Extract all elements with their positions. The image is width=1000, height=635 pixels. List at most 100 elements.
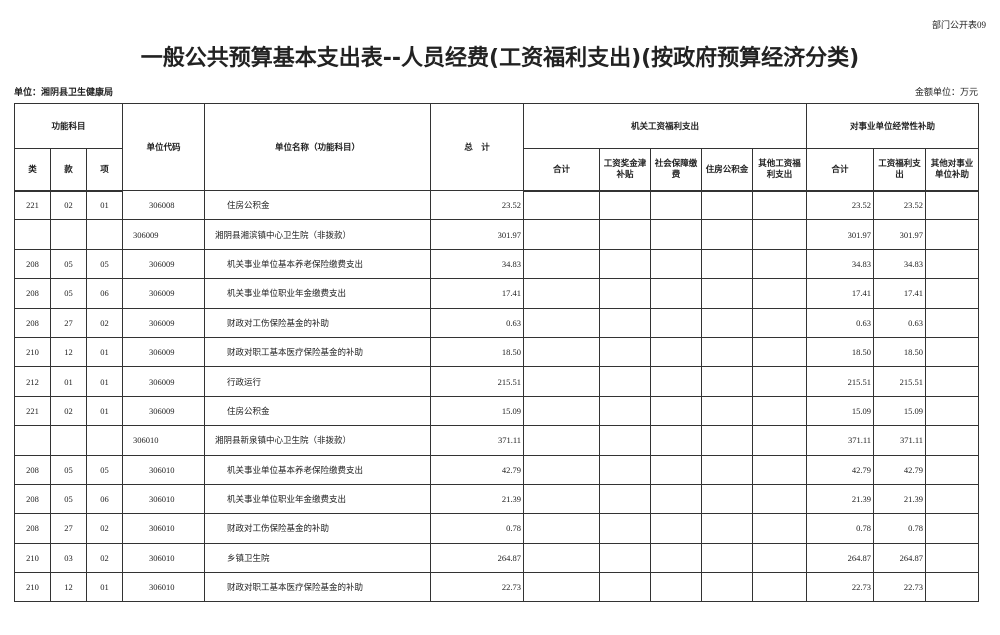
cell-xiang: 02: [86, 542, 123, 574]
table-row: 210 12 01 306009 财政对职工基本医疗保险基金的补助 18.50 18.50 1…: [14, 336, 980, 368]
cell-kuan: 02: [50, 189, 87, 221]
cell-inst-wage: 264.87: [873, 542, 927, 574]
table-row: 221 02 01 306009 住房公积金 15.09 15.09 15.09: [14, 395, 980, 427]
money-unit: 金额单位：万元: [914, 87, 978, 97]
cell-inst-other: [925, 307, 980, 338]
header-office-group: 机关工资福利支出: [522, 103, 808, 149]
cell-unit-code: 306010: [122, 572, 205, 603]
cell-office-housing: [701, 572, 753, 603]
table-row: 212 01 01 306009 行政运行 215.51 215.51 215.51: [14, 366, 980, 397]
cell-inst-total: 21.39: [806, 483, 875, 515]
cell-inst-total: 23.52: [806, 189, 875, 221]
cell-inst-other: [925, 278, 980, 309]
cell-kuan: 05: [50, 454, 87, 485]
cell-unit-name: 财政对职工基本医疗保险基金的补助: [204, 336, 431, 368]
cell-kuan: 27: [50, 307, 87, 338]
cell-unit-code: 306009: [122, 395, 205, 427]
table-row: 208 05 06 306010 机关事业单位职业年金缴费支出 21.39 21.39 21.…: [14, 483, 980, 515]
cell-office-wage: [599, 366, 651, 397]
cell-inst-other: [925, 542, 980, 574]
cell-inst-total: 15.09: [806, 395, 875, 427]
cell-xiang: 01: [86, 336, 123, 368]
table-row: 208 05 05 306010 机关事业单位基本养老保险缴费支出 42.79 42.79 4…: [14, 454, 980, 485]
cell-office-social: [650, 454, 702, 485]
cell-office-wage: [599, 219, 651, 250]
cell-xiang: 02: [86, 513, 123, 544]
header-office-social: 社会保障缴费: [650, 148, 702, 192]
cell-office-wage: [599, 278, 651, 309]
cell-office-wage: [599, 425, 651, 456]
cell-unit-name: 住房公积金: [204, 189, 431, 221]
cell-kuan: 12: [50, 572, 87, 603]
cell-office-total: [523, 307, 600, 338]
cell-office-other: [751, 336, 808, 368]
cell-inst-wage: 22.73: [873, 572, 927, 603]
cell-kuan: 05: [50, 483, 87, 515]
cell-office-other: [751, 542, 808, 574]
cell-unit-code: 306010: [122, 542, 205, 574]
cell-inst-other: [925, 454, 980, 485]
cell-office-housing: [701, 189, 753, 221]
cell-office-total: [523, 572, 600, 603]
cell-unit-name: 财政对工伤保险基金的补助: [204, 513, 431, 544]
header-office-total: 合计: [523, 148, 600, 192]
cell-kuan: 12: [50, 336, 87, 368]
cell-kuan: 03: [50, 542, 87, 574]
cell-unit-name: 乡镇卫生院: [204, 542, 431, 574]
unit-label: 单位：湘阴县卫生健康局: [14, 87, 114, 97]
cell-unit-name: 财政对职工基本医疗保险基金的补助: [204, 572, 431, 603]
cell-office-housing: [701, 542, 753, 574]
cell-total: 301.97: [430, 219, 524, 250]
cell-office-wage: [599, 513, 651, 544]
cell-inst-total: 301.97: [806, 219, 875, 250]
cell-unit-code: 306009: [122, 366, 205, 397]
cell-office-total: [523, 189, 600, 221]
cell-kuan: [50, 219, 87, 250]
cell-unit-code: 306009: [122, 307, 205, 338]
table-row: 208 27 02 306010 财政对工伤保险基金的补助 0.78 0.78 0.78: [14, 513, 980, 544]
cell-office-other: [751, 513, 808, 544]
cell-inst-other: [925, 425, 980, 456]
cell-xiang: 01: [86, 572, 123, 603]
page-title: 一般公共预算基本支出表--人员经费(工资福利支出)(按政府预算经济分类): [140, 46, 860, 71]
cell-unit-name: 机关事业单位基本养老保险缴费支出: [204, 248, 431, 280]
cell-inst-total: 22.73: [806, 572, 875, 603]
cell-xiang: 01: [86, 395, 123, 427]
cell-office-other: [751, 189, 808, 221]
cell-office-wage: [599, 307, 651, 338]
cell-unit-name: 机关事业单位基本养老保险缴费支出: [204, 454, 431, 485]
cell-office-social: [650, 395, 702, 427]
form-number: 部门公开表09: [931, 20, 986, 30]
cell-office-social: [650, 336, 702, 368]
cell-inst-wage: 34.83: [873, 248, 927, 280]
header-inst-total: 合计: [806, 148, 875, 192]
cell-office-total: [523, 454, 600, 485]
table-row: 210 03 02 306010 乡镇卫生院 264.87 264.87 264.87: [14, 542, 980, 574]
cell-inst-total: 215.51: [806, 366, 875, 397]
cell-office-housing: [701, 395, 753, 427]
cell-office-total: [523, 278, 600, 309]
cell-inst-total: 371.11: [806, 425, 875, 456]
cell-office-wage: [599, 189, 651, 221]
cell-unit-name: 湘阴县湘滨镇中心卫生院（非拨款）: [204, 219, 431, 250]
cell-office-other: [751, 454, 808, 485]
cell-unit-name: 机关事业单位职业年金缴费支出: [204, 278, 431, 309]
cell-lei: 208: [14, 454, 51, 485]
cell-inst-total: 18.50: [806, 336, 875, 368]
cell-unit-code: 306009: [122, 219, 205, 250]
cell-inst-other: [925, 336, 980, 368]
cell-inst-total: 0.78: [806, 513, 875, 544]
cell-office-other: [751, 483, 808, 515]
cell-inst-other: [925, 189, 980, 221]
table-row: 208 05 05 306009 机关事业单位基本养老保险缴费支出 34.83 34.83 3…: [14, 248, 980, 280]
cell-total: 215.51: [430, 366, 524, 397]
cell-unit-code: 306009: [122, 336, 205, 368]
cell-inst-wage: 215.51: [873, 366, 927, 397]
cell-unit-code: 306010: [122, 483, 205, 515]
cell-total: 0.78: [430, 513, 524, 544]
cell-office-other: [751, 248, 808, 280]
cell-office-social: [650, 366, 702, 397]
cell-inst-other: [925, 572, 980, 603]
header-unit-code: 单位代码: [122, 103, 205, 191]
cell-xiang: 06: [86, 483, 123, 515]
